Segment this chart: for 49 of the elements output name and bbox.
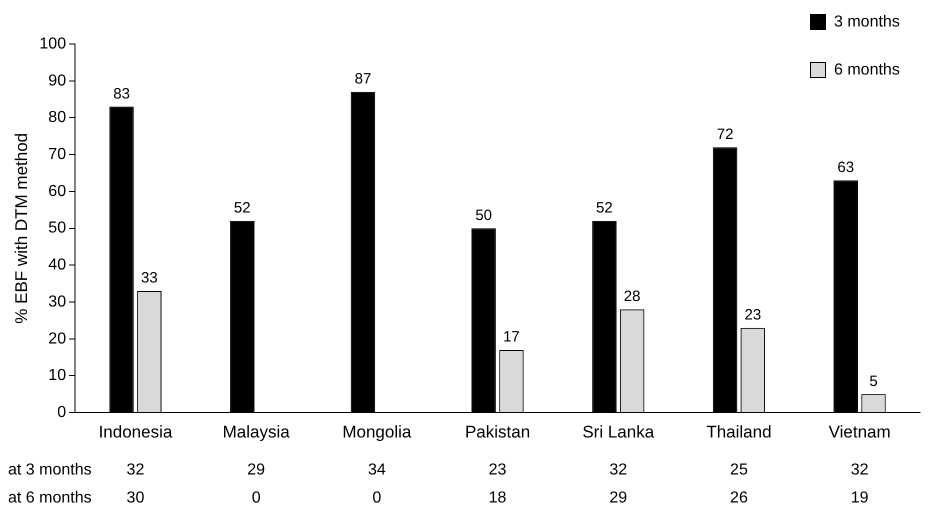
text: at 6 months	[8, 489, 92, 506]
data-label: 72	[716, 126, 734, 143]
text: 18	[488, 489, 507, 506]
legend-label: 6 months	[834, 61, 900, 78]
x-tick-label: Malaysia	[222, 422, 290, 442]
y-tick-label: 100	[39, 35, 66, 52]
y-axis-title: % EBF with DTM method	[12, 132, 31, 324]
text: 32	[126, 461, 144, 478]
x-tick-label: Mongolia	[342, 422, 412, 442]
text: 32	[609, 461, 628, 478]
text: 34	[368, 461, 386, 478]
x-tick-label: Pakistan	[464, 422, 530, 442]
y-tick-label: 0	[57, 404, 66, 422]
y-tick-label: 20	[48, 330, 66, 348]
y-tick-label: 40	[48, 256, 66, 274]
text: 19	[850, 489, 869, 506]
text: 30	[126, 489, 144, 506]
text: 29	[247, 461, 266, 478]
data-label: 52	[596, 200, 613, 217]
text: 32	[850, 461, 869, 478]
y-tick-label: 80	[48, 109, 66, 126]
text: 0	[372, 489, 382, 506]
data-label: 33	[140, 270, 158, 287]
data-label: 50	[475, 206, 492, 224]
y-tick-label: 60	[48, 182, 66, 200]
text: at 3 months	[8, 461, 92, 478]
data-label: 63	[837, 159, 854, 176]
x-tick-label: Vietnam	[828, 422, 891, 442]
data-label: 87	[354, 70, 372, 88]
x-tick-label: Sri Lanka	[582, 422, 655, 442]
y-tick-label: 50	[48, 220, 66, 237]
data-label: 17	[503, 328, 520, 346]
text: 26	[730, 489, 748, 506]
y-tick-label: 90	[48, 72, 66, 90]
y-tick-label: 70	[48, 146, 66, 163]
data-label: 28	[624, 288, 640, 306]
legend-label: 3 months	[834, 13, 900, 30]
data-label: 23	[744, 306, 762, 324]
text: 29	[609, 489, 628, 506]
data-label: 5	[869, 372, 878, 390]
text: 25	[730, 461, 748, 478]
text: 0	[252, 489, 261, 506]
y-tick-label: 30	[48, 293, 66, 310]
text: 23	[488, 461, 507, 478]
data-label: 83	[113, 85, 130, 102]
data-label: 52	[234, 200, 251, 217]
y-tick-label: 10	[48, 367, 66, 384]
x-tick-label: Thailand	[706, 422, 772, 442]
x-tick-label: Indonesia	[98, 422, 173, 442]
